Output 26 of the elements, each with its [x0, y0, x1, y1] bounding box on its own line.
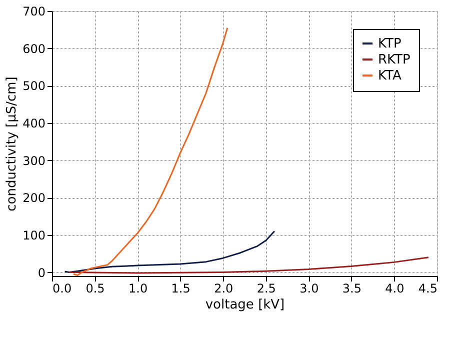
x-tick-label: 4.5	[418, 282, 438, 296]
legend-label: RKTP	[378, 52, 410, 68]
y-tick-label: 700	[22, 4, 46, 18]
line-series	[68, 256, 430, 274]
legend-label: KTP	[378, 36, 402, 52]
y-tick-label: 500	[22, 79, 46, 94]
line-series	[64, 230, 276, 274]
y-tick-label: 400	[22, 116, 46, 130]
x-tick-label: 0.5	[86, 282, 105, 296]
x-tick-label: 2.0	[214, 282, 234, 296]
x-axis-title: voltage [kV]	[205, 298, 285, 312]
y-axis-title: conductivity [µS/cm]	[4, 76, 20, 212]
x-tick-label: 1.5	[171, 282, 190, 296]
y-tick-label: 600	[22, 42, 46, 56]
x-tick-label: 2.5	[256, 282, 276, 296]
legend-label: KTA	[378, 68, 402, 84]
x-tick-label: 4.0	[385, 282, 404, 296]
y-tick-label: 200	[22, 191, 46, 206]
x-tick-label: 0.0	[52, 282, 72, 296]
x-tick-label: 3.0	[300, 282, 319, 296]
line-series	[72, 27, 228, 276]
y-tick-label: 100	[22, 228, 46, 242]
y-tick-label: 300	[22, 154, 46, 168]
y-tick-label: 0	[38, 266, 46, 280]
x-tick-label: 1.0	[128, 282, 148, 296]
x-tick-label: 3.5	[342, 282, 362, 296]
